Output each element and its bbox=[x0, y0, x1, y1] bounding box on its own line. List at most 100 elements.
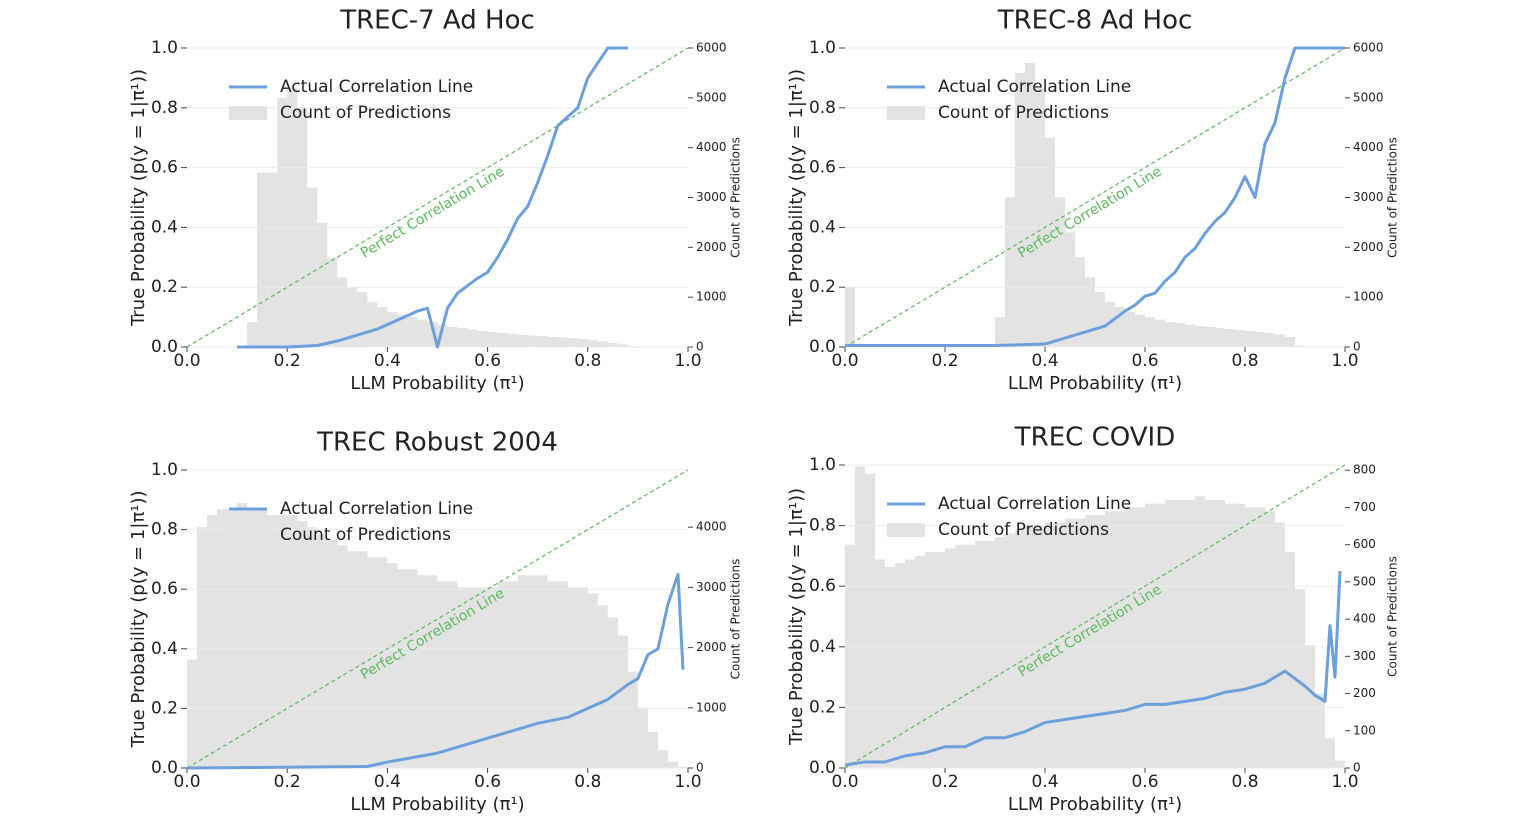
y2-tick-label: 200 bbox=[1353, 686, 1376, 700]
histogram-bar bbox=[975, 540, 985, 768]
histogram-bar bbox=[935, 552, 945, 768]
reference-label: Perfect Correlation Line bbox=[358, 164, 507, 262]
y-tick-label: 0.2 bbox=[809, 697, 836, 717]
histogram-bar bbox=[447, 327, 458, 347]
histogram-bar bbox=[995, 537, 1005, 768]
histogram-bar bbox=[895, 563, 905, 768]
y-tick-label: 0.8 bbox=[809, 516, 836, 536]
histogram-bar bbox=[1215, 328, 1225, 347]
x-tick-label: 1.0 bbox=[674, 772, 701, 792]
histogram-bar bbox=[427, 575, 438, 768]
correlation-line bbox=[237, 46, 628, 349]
histogram-bar bbox=[507, 334, 518, 347]
x-tick-label: 0.8 bbox=[574, 772, 601, 792]
histogram-bar bbox=[965, 544, 975, 768]
histogram-bar bbox=[1245, 507, 1255, 768]
histogram-bar bbox=[905, 559, 915, 768]
histogram-bar bbox=[547, 581, 558, 768]
histogram-bar bbox=[297, 521, 308, 768]
y-tick-label: 0.2 bbox=[809, 277, 836, 297]
y2-tick-label: 600 bbox=[1353, 537, 1376, 551]
y-tick-label: 0.0 bbox=[809, 337, 836, 357]
y2-tick-label: 5000 bbox=[1353, 90, 1384, 104]
histogram-bar bbox=[1265, 333, 1275, 347]
y-tick-label: 1.0 bbox=[151, 38, 178, 58]
histogram-bar bbox=[1265, 511, 1275, 768]
legend-label: Actual Correlation Line bbox=[280, 77, 473, 97]
x-tick-label: 0.0 bbox=[173, 351, 200, 371]
y2-tick-label: 100 bbox=[1353, 723, 1376, 737]
histogram-bar bbox=[1095, 514, 1105, 768]
histogram-bar bbox=[955, 544, 965, 768]
histogram-bar bbox=[407, 317, 418, 347]
y-tick-label: 0.8 bbox=[151, 520, 178, 540]
histogram-bar bbox=[1305, 645, 1315, 768]
subplot: 0.00.20.40.60.81.00.0 0.2 0.4 0.6 0.8 1.00100… bbox=[786, 6, 1400, 395]
histogram-bar bbox=[1155, 319, 1165, 347]
histogram-bar bbox=[1165, 322, 1175, 347]
y-tick-label: 0.4 bbox=[151, 639, 178, 659]
histogram-bar bbox=[1255, 332, 1265, 347]
histogram-bar bbox=[1045, 137, 1055, 347]
histogram-bar bbox=[1185, 499, 1195, 768]
histogram-bar bbox=[437, 324, 448, 347]
x-tick-label: 1.0 bbox=[1331, 351, 1358, 371]
histogram-bar bbox=[1235, 503, 1245, 768]
y2-tick-label: 500 bbox=[1353, 574, 1376, 588]
y-tick-label: 0.0 bbox=[809, 758, 836, 778]
subplot-title: TREC-8 Ad Hoc bbox=[997, 6, 1193, 36]
histogram-bar bbox=[487, 332, 498, 347]
histogram-bar bbox=[1125, 507, 1135, 768]
y2-axis-label: Count of Predictions bbox=[729, 137, 743, 258]
histogram-bar bbox=[547, 337, 558, 347]
histogram-bar bbox=[287, 87, 298, 347]
legend-label: Count of Predictions bbox=[938, 520, 1109, 540]
histogram-bar bbox=[1005, 197, 1015, 347]
y2-axis-label: Count of Predictions bbox=[1386, 137, 1400, 258]
y2-tick-label: 2000 bbox=[696, 240, 727, 254]
x-tick-label: 0.4 bbox=[1031, 772, 1058, 792]
histogram-bar bbox=[607, 343, 618, 347]
y2-tick-label: 1000 bbox=[696, 700, 727, 714]
histogram-bar bbox=[497, 581, 508, 768]
x-tick-label: 0.4 bbox=[374, 772, 401, 792]
histogram-bar bbox=[1115, 511, 1125, 768]
reference-line bbox=[844, 47, 1346, 348]
y2-tick-label: 1000 bbox=[1353, 290, 1384, 304]
y-tick-label: 0.2 bbox=[151, 277, 178, 297]
histogram-bar bbox=[1005, 533, 1015, 768]
histogram-bar bbox=[397, 569, 408, 768]
y-tick-label: 0.8 bbox=[151, 98, 178, 118]
x-tick-label: 0.8 bbox=[574, 351, 601, 371]
y-tick-label: 1.0 bbox=[151, 460, 178, 480]
histogram-bar bbox=[1225, 503, 1235, 768]
histogram-bar bbox=[627, 671, 638, 768]
histogram-bar bbox=[1085, 277, 1095, 347]
histogram-bar bbox=[577, 587, 588, 768]
histogram-bar bbox=[1215, 499, 1225, 768]
histogram-bar bbox=[1175, 323, 1185, 347]
histogram-bar bbox=[367, 302, 378, 347]
histogram-bar bbox=[477, 331, 488, 347]
histogram-bar bbox=[1225, 329, 1235, 347]
y-tick-label: 0.0 bbox=[151, 758, 178, 778]
histogram-bar bbox=[217, 509, 228, 768]
histogram-bar bbox=[327, 257, 338, 347]
y2-tick-label: 6000 bbox=[1353, 41, 1384, 55]
histogram-bar bbox=[187, 659, 198, 768]
histogram-bar bbox=[1095, 292, 1105, 347]
x-tick-label: 0.4 bbox=[1031, 351, 1058, 371]
reference-line bbox=[186, 47, 689, 348]
x-tick-label: 0.6 bbox=[474, 772, 501, 792]
y2-tick-label: 4000 bbox=[1353, 140, 1384, 154]
histogram-bar bbox=[277, 515, 288, 768]
histogram-bar bbox=[497, 333, 508, 347]
x-tick-label: 0.0 bbox=[831, 772, 858, 792]
histogram-bar bbox=[267, 515, 278, 768]
subplot: 0.00.20.40.60.81.00.0 0.2 0.4 0.6 0.8 1.00100… bbox=[128, 428, 743, 816]
histogram-bar bbox=[277, 97, 288, 347]
y-tick-label: 0.8 bbox=[809, 98, 836, 118]
histogram-bar bbox=[925, 552, 935, 768]
histogram-bar bbox=[227, 509, 238, 768]
y2-tick-label: 4000 bbox=[696, 140, 727, 154]
